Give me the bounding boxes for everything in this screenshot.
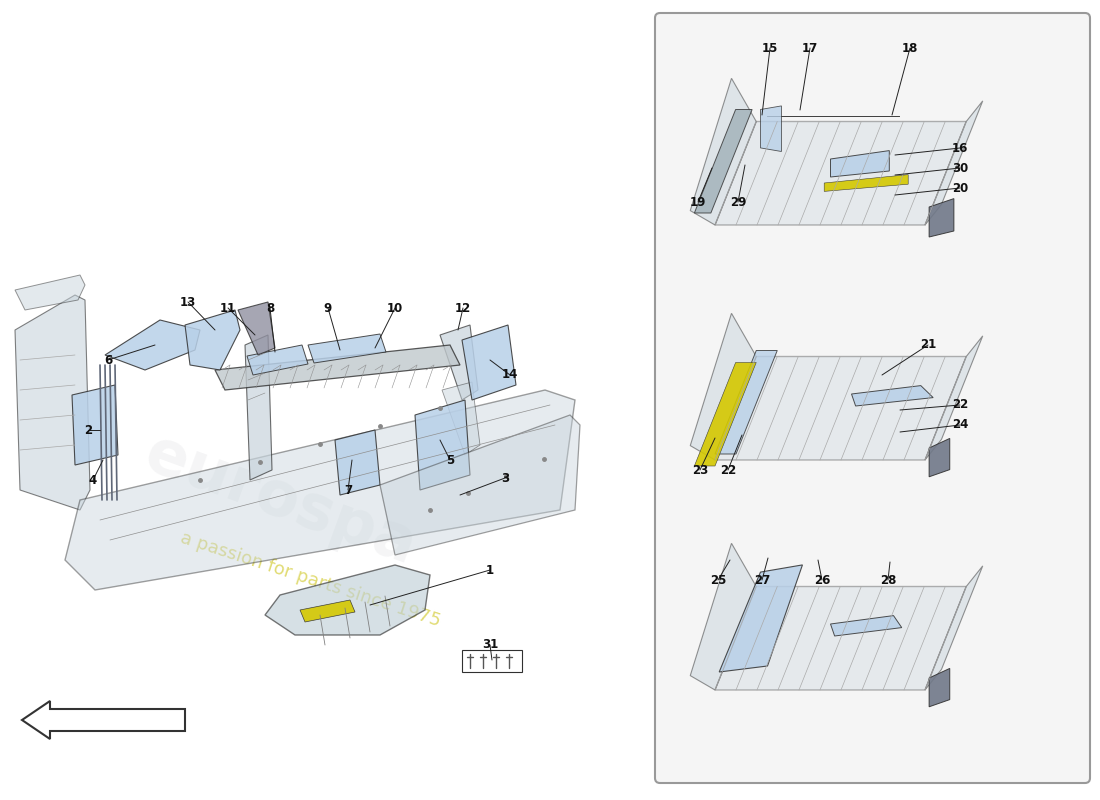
Polygon shape (715, 586, 966, 690)
Text: 12: 12 (455, 302, 471, 314)
Polygon shape (925, 566, 982, 690)
Text: 14: 14 (502, 369, 518, 382)
Polygon shape (308, 334, 386, 363)
Text: 4: 4 (89, 474, 97, 486)
Polygon shape (248, 345, 308, 375)
Text: 5: 5 (446, 454, 454, 466)
Text: 30: 30 (952, 162, 968, 174)
Text: 17: 17 (802, 42, 818, 54)
Polygon shape (415, 400, 470, 490)
Text: 20: 20 (952, 182, 968, 194)
Text: 7: 7 (344, 483, 352, 497)
Polygon shape (760, 106, 781, 151)
Polygon shape (300, 600, 355, 622)
Text: 1: 1 (486, 563, 494, 577)
Text: 9: 9 (323, 302, 332, 314)
Text: 25: 25 (710, 574, 726, 586)
Polygon shape (65, 390, 575, 590)
Polygon shape (15, 295, 90, 510)
Text: eurospa: eurospa (723, 375, 917, 465)
Polygon shape (104, 320, 200, 370)
Polygon shape (185, 310, 240, 370)
Polygon shape (851, 386, 933, 406)
Polygon shape (930, 438, 949, 477)
Polygon shape (930, 668, 949, 707)
Polygon shape (462, 650, 522, 672)
Text: 15: 15 (762, 42, 778, 54)
Polygon shape (15, 275, 85, 310)
Polygon shape (719, 565, 803, 672)
Polygon shape (824, 174, 909, 191)
Polygon shape (715, 350, 778, 454)
Text: a passion for parts since 1975: a passion for parts since 1975 (177, 530, 442, 630)
Polygon shape (336, 430, 380, 495)
Polygon shape (442, 382, 480, 455)
Text: 18: 18 (902, 42, 918, 54)
Text: a passion for parts since 1975: a passion for parts since 1975 (726, 474, 914, 526)
Polygon shape (440, 325, 478, 400)
Polygon shape (930, 198, 954, 237)
Text: 10: 10 (387, 302, 403, 314)
Text: 6: 6 (103, 354, 112, 366)
Polygon shape (462, 325, 516, 400)
Polygon shape (830, 616, 902, 636)
Polygon shape (238, 302, 275, 355)
Polygon shape (925, 101, 982, 225)
Polygon shape (72, 385, 118, 465)
Polygon shape (694, 362, 757, 466)
Text: 31: 31 (482, 638, 498, 651)
Text: 28: 28 (880, 574, 896, 586)
FancyArrow shape (22, 701, 185, 739)
Text: eurospa: eurospa (136, 423, 424, 577)
Polygon shape (694, 110, 752, 213)
Polygon shape (214, 345, 460, 390)
Text: 24: 24 (952, 418, 968, 431)
Text: 27: 27 (754, 574, 770, 586)
Text: 26: 26 (814, 574, 830, 586)
Text: 13: 13 (180, 295, 196, 309)
Polygon shape (265, 565, 430, 635)
Text: 22: 22 (719, 463, 736, 477)
Text: 3: 3 (500, 471, 509, 485)
Text: 29: 29 (729, 195, 746, 209)
Text: 16: 16 (952, 142, 968, 154)
Text: 11: 11 (220, 302, 236, 314)
Polygon shape (691, 78, 757, 225)
Polygon shape (715, 122, 966, 225)
Text: 8: 8 (266, 302, 274, 314)
Text: 21: 21 (920, 338, 936, 351)
Polygon shape (830, 150, 889, 177)
FancyBboxPatch shape (654, 13, 1090, 783)
Text: 19: 19 (690, 195, 706, 209)
Polygon shape (245, 335, 272, 480)
Polygon shape (925, 336, 982, 460)
Text: 2: 2 (84, 423, 92, 437)
Polygon shape (715, 357, 966, 460)
Polygon shape (691, 543, 757, 690)
Polygon shape (691, 314, 757, 460)
Text: 23: 23 (692, 463, 708, 477)
Polygon shape (379, 415, 580, 555)
Text: 22: 22 (952, 398, 968, 411)
